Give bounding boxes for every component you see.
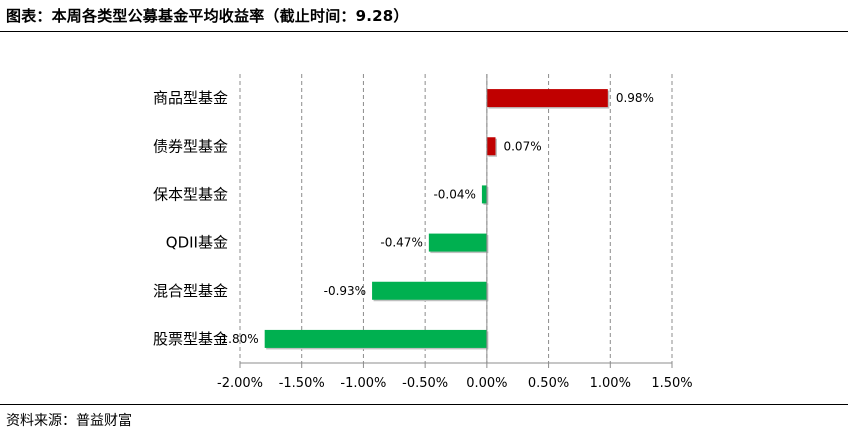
data-label: 0.98% (616, 91, 654, 105)
category-label: 商品型基金 (153, 89, 228, 107)
x-tick-label: 1.00% (590, 376, 631, 391)
x-tick-label: 0.00% (466, 376, 507, 391)
x-tick-label: -1.00% (340, 376, 386, 391)
category-label: 债券型基金 (153, 137, 228, 155)
bars (264, 89, 610, 350)
bar-chart: -2.00% -1.50% -1.00% -0.50% 0.00% 0.50% 1.00% 1… (153, 74, 693, 391)
gridlines (239, 74, 673, 363)
bar (486, 137, 496, 156)
x-tick-label: -2.00% (217, 376, 263, 391)
footer-divider (0, 404, 848, 405)
bar (428, 233, 487, 252)
data-label: -1.80% (216, 332, 258, 346)
labels: 商品型基金 0.98% 债券型基金 0.07% 保本型基金 -0.04% QDII基金 -0.… (153, 89, 654, 348)
category-label: 股票型基金 (153, 330, 228, 348)
data-label: -0.04% (433, 187, 475, 201)
x-tick-label: 0.50% (528, 376, 569, 391)
category-label: 保本型基金 (153, 185, 228, 203)
chart-title: 图表：本周各类型公募基金平均收益率（截止时间：9.28） (6, 7, 409, 25)
x-tick-label: -0.50% (402, 376, 448, 391)
bar (372, 281, 487, 300)
data-label: -0.47% (380, 236, 422, 250)
data-label: 0.07% (503, 139, 541, 153)
bar (481, 185, 487, 204)
x-tick-label: 1.50% (651, 376, 692, 391)
bar (264, 329, 487, 348)
bar (486, 89, 608, 108)
title-divider (0, 31, 848, 32)
data-label: -0.93% (324, 284, 366, 298)
category-label: 混合型基金 (153, 282, 228, 300)
category-label: QDII基金 (166, 234, 228, 252)
x-axis: -2.00% -1.50% -1.00% -0.50% 0.00% 0.50% 1.00% 1… (217, 74, 693, 391)
source-note: 资料来源：普益财富 (6, 413, 132, 429)
x-tick-label: -1.50% (279, 376, 325, 391)
